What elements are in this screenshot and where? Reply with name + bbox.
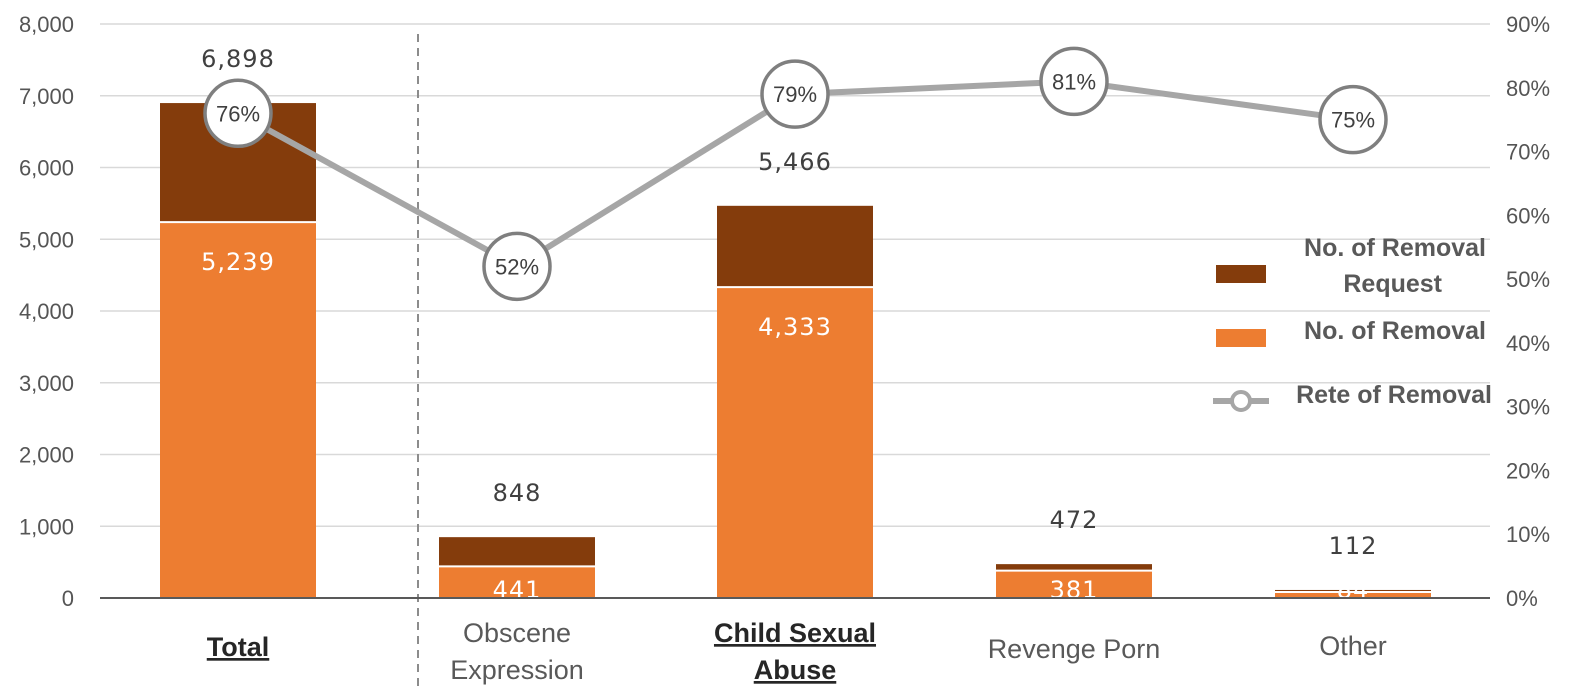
bar-removal (1275, 591, 1431, 598)
removal-label: 381 (1050, 576, 1099, 604)
legend-swatch-removal-request (1216, 265, 1266, 283)
y-tick-label: 5,000 (19, 227, 74, 252)
bar-removal (996, 570, 1152, 598)
y2-tick-label: 50% (1506, 267, 1550, 292)
total-label: 112 (1329, 532, 1378, 560)
category-label: Expression (450, 655, 584, 685)
removal-label: 5,239 (201, 248, 275, 276)
y-tick-label: 7,000 (19, 84, 74, 109)
total-label: 848 (493, 479, 542, 507)
y-tick-label: 8,000 (19, 12, 74, 37)
rate-marker (760, 59, 830, 129)
y-tick-label: 6,000 (19, 156, 74, 181)
y-tick-label: 2,000 (19, 443, 74, 468)
y2-tick-label: 70% (1506, 140, 1550, 165)
y-tick-label: 3,000 (19, 371, 74, 396)
bars: 6,898 5,239 848 441 5,466 4,333 472 381 112 84 (160, 45, 1431, 604)
removal-label: 4,333 (758, 313, 832, 341)
y2-tick-label: 10% (1506, 522, 1550, 547)
y2-tick-label: 0% (1506, 586, 1538, 611)
category-label: Child Sexual (714, 618, 876, 648)
rate-label: 52% (495, 254, 539, 279)
y2-tick-label: 90% (1506, 12, 1550, 37)
y-tick-label: 4,000 (19, 299, 74, 324)
total-label: 472 (1050, 506, 1099, 534)
removal-label: 84 (1337, 576, 1370, 604)
category-label: Revenge Porn (988, 634, 1161, 664)
legend-label-removal-request: Request (1343, 270, 1442, 298)
rate-marker (203, 78, 273, 149)
total-label: 5,466 (758, 148, 832, 176)
legend-marker-rate (1230, 390, 1252, 412)
y-axis-right: 0% 10% 20% 30% 40% 50% 60% 70% 80% 90% (1506, 12, 1550, 611)
rate-label: 81% (1052, 69, 1096, 94)
legend-label-rate: Rete of Removal (1296, 381, 1492, 409)
y-tick-label: 0 (62, 586, 74, 611)
y2-tick-label: 60% (1506, 203, 1550, 228)
legend: No. of Removal Request No. of Removal Rete … (1213, 234, 1492, 412)
category-label: Other (1319, 631, 1387, 661)
y2-tick-label: 40% (1506, 331, 1550, 356)
y-tick-label: 1,000 (19, 514, 74, 539)
category-label: Abuse (754, 655, 837, 685)
y2-tick-label: 20% (1506, 458, 1550, 483)
total-label: 6,898 (201, 45, 275, 73)
legend-swatch-removal (1216, 329, 1266, 347)
x-axis-categories: Total Obscene Expression Child Sexual Abuse R… (207, 618, 1387, 685)
y2-tick-label: 80% (1506, 76, 1550, 101)
y2-tick-label: 30% (1506, 395, 1550, 420)
bar-removal (160, 222, 316, 598)
rate-marker (1039, 46, 1109, 117)
category-label: Obscene (463, 618, 571, 648)
bar-removal (717, 287, 873, 598)
rate-label: 79% (773, 82, 817, 107)
rate-marker (482, 231, 552, 302)
category-label: Total (207, 632, 270, 662)
rate-label: 75% (1331, 108, 1375, 133)
rate-line: 76% 52% 79% 81% 75% (203, 46, 1388, 302)
bar-removal (439, 566, 595, 598)
rate-marker (1318, 84, 1388, 155)
removal-label: 441 (493, 576, 542, 604)
legend-label-removal-request: No. of Removal (1304, 234, 1486, 262)
y-axis-left: 0 1,000 2,000 3,000 4,000 5,000 6,000 7,000 8,00… (19, 12, 74, 611)
legend-label-removal: No. of Removal (1304, 317, 1486, 345)
rate-label: 76% (216, 101, 260, 126)
